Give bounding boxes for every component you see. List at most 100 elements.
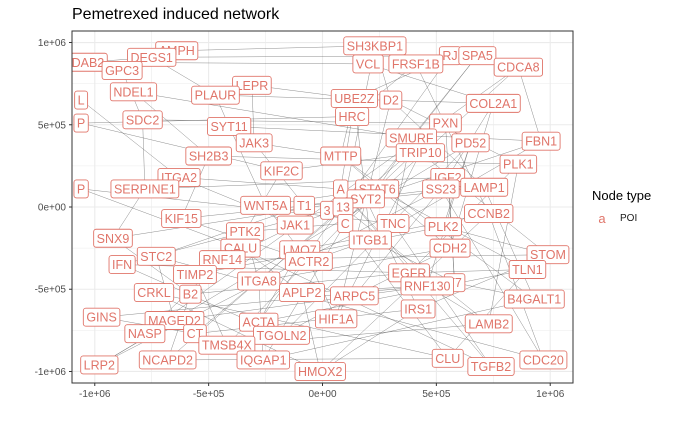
node-label: SNX9 [93, 228, 133, 248]
node-label: UBE2Z [330, 88, 378, 108]
node-label-box [493, 57, 543, 77]
node-label-text: P [77, 182, 85, 196]
network-edge [156, 256, 544, 361]
y-tick-label: 1e+06 [38, 38, 67, 49]
network-edge [228, 126, 266, 206]
node-label: TGFB2 [467, 357, 515, 377]
node-label-text: B2 [183, 288, 198, 302]
node-label-box [429, 113, 462, 133]
node-label: PLK2 [424, 217, 462, 237]
node-label-box [499, 154, 538, 174]
node-label: ITGB1 [348, 230, 392, 250]
node-label-text: JAK3 [239, 136, 269, 150]
node-label-text: LAMB2 [468, 317, 509, 331]
node-label-box [173, 264, 217, 284]
node-label: PLAUR [191, 85, 240, 105]
node-label-text: LEPR [236, 79, 269, 93]
node-label-text: SH3KBP1 [347, 39, 403, 53]
node-label: LEPR [232, 75, 272, 95]
node-label: PLK1 [499, 154, 538, 174]
node-label: JAK3 [235, 133, 273, 153]
node-label-text: WNT5A [244, 199, 288, 213]
network-edge [153, 292, 448, 359]
node-label: IRS1 [400, 299, 436, 319]
legend-item-poi: a POI [592, 211, 651, 226]
node-label-text: ACTR2 [288, 255, 329, 269]
node-label: LAMB2 [464, 314, 513, 334]
node-label-text: TRIP10 [399, 146, 441, 160]
node-label-box [337, 213, 354, 233]
legend: Node type a POI [592, 188, 651, 226]
node-label-box [236, 350, 291, 370]
network-edge [81, 122, 282, 172]
node-label: TLN1 [508, 260, 547, 279]
node-label: TNC [376, 213, 410, 233]
node-label-box [467, 357, 515, 377]
node-label-text: CCNB2 [468, 207, 510, 221]
node-label: STOM [526, 245, 570, 265]
node-label: CDH2 [429, 238, 471, 258]
node-label: L [74, 90, 89, 110]
node-label-box [519, 350, 568, 370]
node-label-box [133, 283, 175, 302]
node-label-box [330, 286, 379, 306]
x-tick-label: 5e+05 [422, 389, 451, 400]
node-label: KIF15 [161, 209, 202, 228]
node-label-text: ARPC5 [334, 289, 376, 303]
node-label: HRC [335, 107, 370, 126]
node-label-box [108, 255, 136, 275]
node-label-text: APLP2 [283, 286, 322, 300]
network-edge [208, 155, 519, 165]
node-label-text: TGOLN2 [257, 329, 307, 343]
network-edge [133, 91, 412, 139]
node-label-box [422, 179, 460, 199]
node-label: APLP2 [279, 283, 325, 302]
network-edge [240, 247, 492, 367]
node-label-text: 13 [336, 201, 350, 215]
node-label-text: IFN [112, 258, 132, 272]
y-tick-label: 0e+00 [38, 203, 67, 214]
node-label-text: FBN1 [525, 135, 557, 149]
node-label-box [431, 348, 464, 368]
node-label-text: GINS [86, 311, 117, 325]
node-label-box [253, 325, 310, 345]
node-label-text: SMURF [389, 131, 434, 145]
node-label: PXN [429, 113, 462, 133]
node-label-text: GPC3 [105, 64, 139, 78]
node-label-box [526, 245, 570, 265]
node-label-text: B4GALT1 [507, 293, 561, 307]
node-label-text: P [77, 117, 85, 131]
node-label-text: PTK2 [229, 225, 260, 239]
network-edge [335, 100, 392, 319]
node-label-text: TNC [380, 217, 406, 231]
node-label: NASP [124, 324, 166, 344]
node-label: LAMP1 [460, 177, 509, 197]
node-label: ACTR2 [284, 251, 333, 271]
network-edge [354, 188, 442, 296]
node-label-box [138, 350, 197, 370]
node-label-text: SYT2 [350, 192, 381, 206]
node-label: NDEL1 [109, 82, 158, 102]
node-label-box [458, 46, 497, 66]
node-label: T1 [293, 195, 316, 215]
node-label-text: TIMP2 [177, 268, 214, 282]
node-label-box [207, 116, 252, 136]
node-label-text: T1 [297, 199, 312, 213]
node-label-text: PD52 [455, 136, 486, 150]
node-label: SS23 [422, 179, 460, 199]
network-edge [179, 177, 341, 190]
network-edge [258, 55, 451, 323]
node-label: FBN1 [521, 131, 561, 151]
node-label-text: CRKL [137, 286, 170, 300]
node-label-box [429, 238, 471, 258]
node-label-box [503, 289, 565, 309]
node-label: TGOLN2 [253, 325, 310, 345]
node-label: SERPINE1 [110, 179, 180, 199]
network-edge [144, 177, 448, 190]
chart-title: Pemetrexed induced network [72, 6, 280, 23]
node-label-text: PLAUR [195, 89, 237, 103]
legend-label: POI [620, 213, 638, 224]
node-label-text: CDH2 [433, 242, 467, 256]
network-edge [194, 308, 419, 334]
node-label: RNF14 [199, 250, 246, 270]
